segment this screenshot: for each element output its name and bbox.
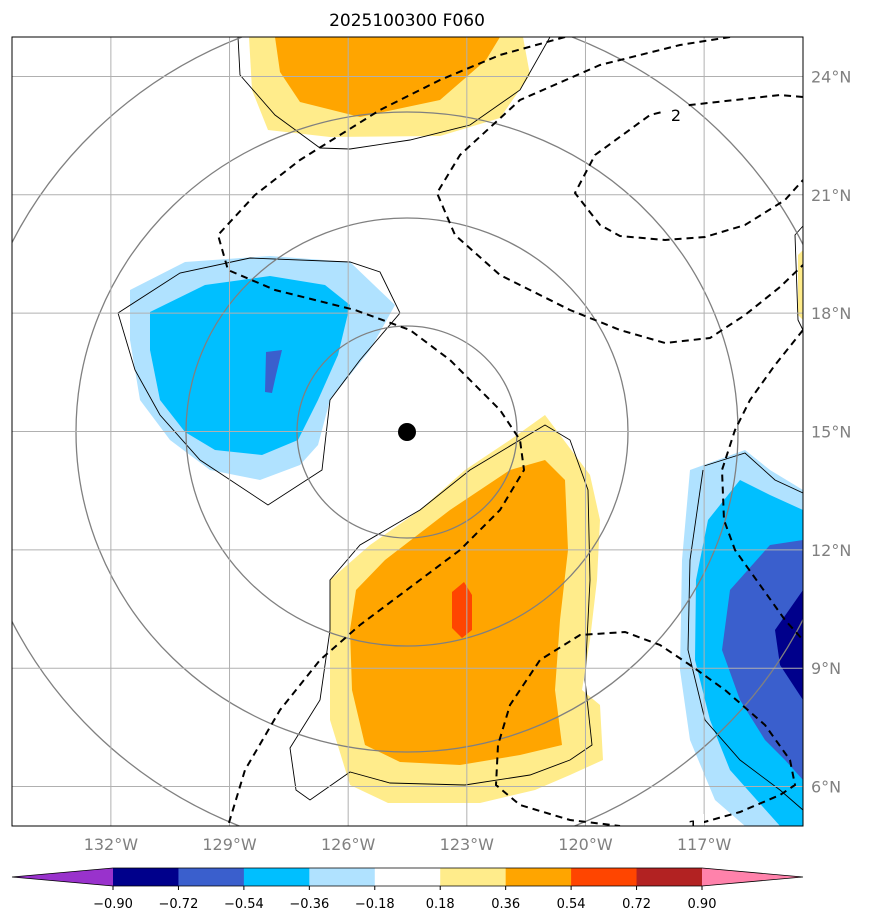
dashed-contour-label-1: 1 — [688, 817, 698, 836]
dashed-contour-c — [435, 37, 803, 345]
colorbar-extend-low — [12, 868, 113, 886]
colorbar-level-label: −0.90 — [93, 897, 133, 912]
colorbar-bin — [571, 868, 638, 886]
lon-tick-label: 120°W — [558, 835, 613, 854]
label-bg-2 — [664, 104, 688, 126]
fill-top-orange — [275, 37, 500, 117]
solid-contours — [117, 37, 803, 811]
lon-tick-label: 132°W — [84, 835, 139, 854]
colorbar-extend-high — [702, 868, 803, 886]
lat-tick-label: 6°N — [811, 778, 841, 797]
latitude-tick-labels: 24°N 21°N 18°N 15°N 12°N 9°N 6°N — [811, 67, 851, 796]
storm-center-marker — [398, 423, 416, 441]
fill-west-dark-blue — [265, 350, 282, 393]
dashed-contour-label-2: 2 — [671, 106, 681, 125]
fill-east-dark-blue — [722, 540, 803, 780]
lat-tick-label: 12°N — [811, 541, 851, 560]
colorbar-bin — [505, 868, 572, 886]
fill-west-blue — [150, 276, 350, 455]
plot-frame — [11, 36, 804, 827]
colorbar-level-label: −0.72 — [159, 897, 199, 912]
fill-south-red — [452, 582, 472, 638]
colorbar-bin — [243, 868, 310, 886]
dashed-contours — [216, 37, 803, 826]
colorbar-bin — [178, 868, 245, 886]
colorbar-level-label: 0.72 — [622, 897, 651, 912]
lon-tick-label: 123°W — [440, 835, 495, 854]
colorbar-level-label: −0.36 — [289, 897, 329, 912]
contour-east — [687, 452, 803, 811]
colorbar-level-label: −0.54 — [224, 897, 264, 912]
colorbar-bin — [374, 868, 441, 886]
colorbar-level-label: 0.36 — [491, 897, 520, 912]
lat-tick-label: 18°N — [811, 304, 851, 323]
plot-area: 2 1 — [12, 37, 803, 836]
lon-tick-label: 117°W — [677, 835, 732, 854]
colorbar-outline — [11, 867, 804, 887]
colorbar: −0.90 −0.72 −0.54 −0.36 −0.18 0.18 0.36 0.54 0.7… — [11, 867, 804, 912]
colorbar-level-label: −0.18 — [355, 897, 395, 912]
colorbar-level-label: 0.90 — [688, 897, 717, 912]
dashed-contour-b — [573, 93, 803, 242]
contour-top — [237, 37, 551, 150]
lon-tick-label: 126°W — [321, 835, 376, 854]
dashed-contour-d — [720, 329, 803, 641]
contour-south — [289, 424, 593, 801]
label-bg-1 — [682, 814, 704, 826]
contour-edge — [794, 225, 803, 331]
lat-tick-label: 24°N — [811, 67, 851, 86]
colorbar-level-label: 0.54 — [557, 897, 586, 912]
colorbar-bin — [636, 868, 703, 886]
contour-west — [117, 257, 401, 506]
colorbar-bin — [113, 868, 179, 886]
longitude-tick-labels: 132°W 129°W 126°W 123°W 120°W 117°W — [84, 835, 732, 854]
lon-tick-label: 129°W — [202, 835, 257, 854]
lat-tick-label: 9°N — [811, 659, 841, 678]
fill-edge-yellow — [798, 250, 803, 320]
dashed-contour-e — [494, 630, 797, 826]
colorbar-level-label: 0.18 — [426, 897, 455, 912]
colorbar-bin — [309, 868, 376, 886]
chart-title: 2025100300 F060 — [329, 11, 485, 31]
lat-tick-label: 21°N — [811, 186, 851, 205]
gridlines — [12, 37, 803, 826]
lat-tick-label: 15°N — [811, 423, 851, 442]
colorbar-bin — [440, 868, 507, 886]
